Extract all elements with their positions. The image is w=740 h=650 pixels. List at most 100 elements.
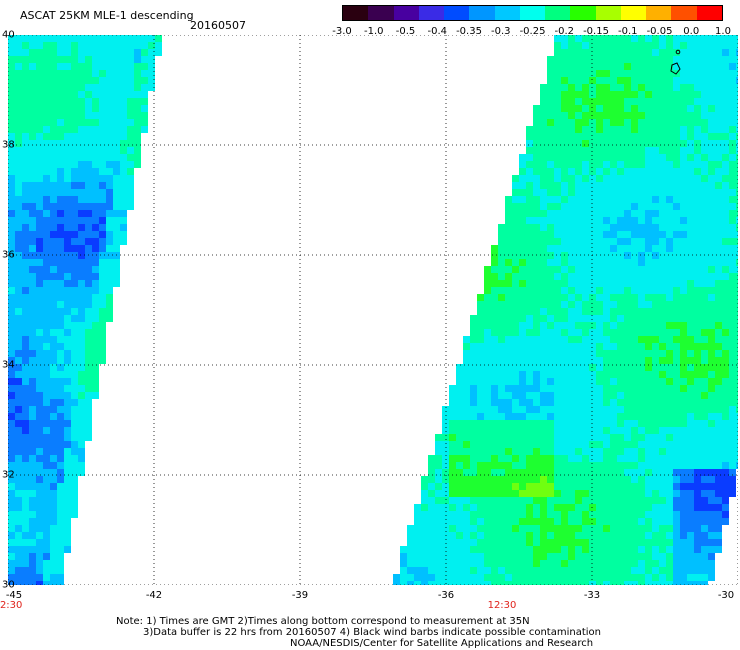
wind-pixel (428, 511, 435, 518)
wind-pixel (687, 301, 694, 308)
wind-pixel (652, 77, 659, 84)
wind-pixel (491, 406, 498, 413)
wind-pixel (596, 259, 603, 266)
wind-pixel (99, 77, 106, 84)
wind-pixel (428, 476, 435, 483)
wind-pixel (652, 147, 659, 154)
wind-pixel (85, 238, 92, 245)
wind-pixel (736, 98, 738, 105)
wind-pixel (680, 525, 687, 532)
wind-pixel (505, 203, 512, 210)
wind-pixel (540, 273, 547, 280)
wind-pixel (603, 574, 610, 581)
wind-pixel (85, 175, 92, 182)
wind-pixel (589, 84, 596, 91)
wind-pixel (120, 154, 127, 161)
wind-pixel (449, 511, 456, 518)
wind-pixel (617, 105, 624, 112)
wind-pixel (540, 434, 547, 441)
wind-pixel (519, 238, 526, 245)
wind-pixel (512, 280, 519, 287)
wind-pixel (596, 448, 603, 455)
wind-pixel (589, 322, 596, 329)
wind-pixel (638, 462, 645, 469)
wind-pixel (645, 252, 652, 259)
wind-pixel (512, 399, 519, 406)
wind-pixel (8, 567, 15, 574)
wind-pixel (85, 371, 92, 378)
wind-pixel (547, 385, 554, 392)
wind-pixel (617, 189, 624, 196)
wind-pixel (694, 406, 701, 413)
wind-pixel (554, 539, 561, 546)
wind-pixel (449, 560, 456, 567)
wind-pixel (477, 497, 484, 504)
wind-pixel (29, 420, 36, 427)
wind-pixel (99, 224, 106, 231)
wind-pixel (15, 483, 22, 490)
wind-pixel (526, 581, 533, 585)
wind-pixel (526, 406, 533, 413)
colorbar-swatch (494, 6, 520, 20)
wind-pixel (8, 399, 15, 406)
wind-pixel (701, 161, 708, 168)
wind-pixel (533, 406, 540, 413)
wind-pixel (8, 504, 15, 511)
wind-pixel (8, 175, 15, 182)
wind-pixel (708, 574, 715, 581)
wind-pixel (659, 112, 666, 119)
wind-pixel (526, 294, 533, 301)
wind-pixel (512, 462, 519, 469)
wind-pixel (673, 280, 680, 287)
wind-pixel (652, 217, 659, 224)
wind-pixel (92, 175, 99, 182)
wind-pixel (92, 294, 99, 301)
wind-pixel (561, 336, 568, 343)
wind-pixel (624, 329, 631, 336)
wind-pixel (645, 182, 652, 189)
wind-pixel (610, 315, 617, 322)
wind-pixel (512, 266, 519, 273)
wind-pixel (505, 560, 512, 567)
wind-pixel (666, 371, 673, 378)
wind-pixel (29, 567, 36, 574)
wind-pixel (610, 322, 617, 329)
wind-pixel (617, 56, 624, 63)
wind-pixel (127, 182, 134, 189)
wind-pixel (603, 476, 610, 483)
wind-pixel (57, 441, 64, 448)
wind-pixel (498, 336, 505, 343)
wind-pixel (106, 84, 113, 91)
colorbar-tick-label: -0.05 (646, 26, 673, 37)
wind-pixel (547, 448, 554, 455)
wind-pixel (645, 189, 652, 196)
wind-pixel (8, 385, 15, 392)
wind-pixel (645, 259, 652, 266)
wind-pixel (519, 357, 526, 364)
wind-pixel (540, 98, 547, 105)
wind-pixel (22, 273, 29, 280)
wind-pixel (687, 441, 694, 448)
wind-pixel (561, 567, 568, 574)
wind-pixel (512, 413, 519, 420)
wind-pixel (498, 280, 505, 287)
wind-pixel (673, 98, 680, 105)
wind-pixel (15, 287, 22, 294)
wind-pixel (701, 252, 708, 259)
wind-pixel (673, 532, 680, 539)
wind-pixel (43, 497, 50, 504)
wind-pixel (729, 126, 736, 133)
wind-pixel (582, 105, 589, 112)
wind-pixel (575, 238, 582, 245)
wind-pixel (666, 91, 673, 98)
wind-pixel (71, 336, 78, 343)
wind-pixel (8, 581, 15, 585)
wind-pixel (36, 518, 43, 525)
wind-pixel (449, 420, 456, 427)
wind-pixel (106, 161, 113, 168)
wind-pixel (561, 252, 568, 259)
wind-pixel (57, 105, 64, 112)
wind-pixel (659, 392, 666, 399)
wind-pixel (435, 574, 442, 581)
wind-pixel (638, 308, 645, 315)
